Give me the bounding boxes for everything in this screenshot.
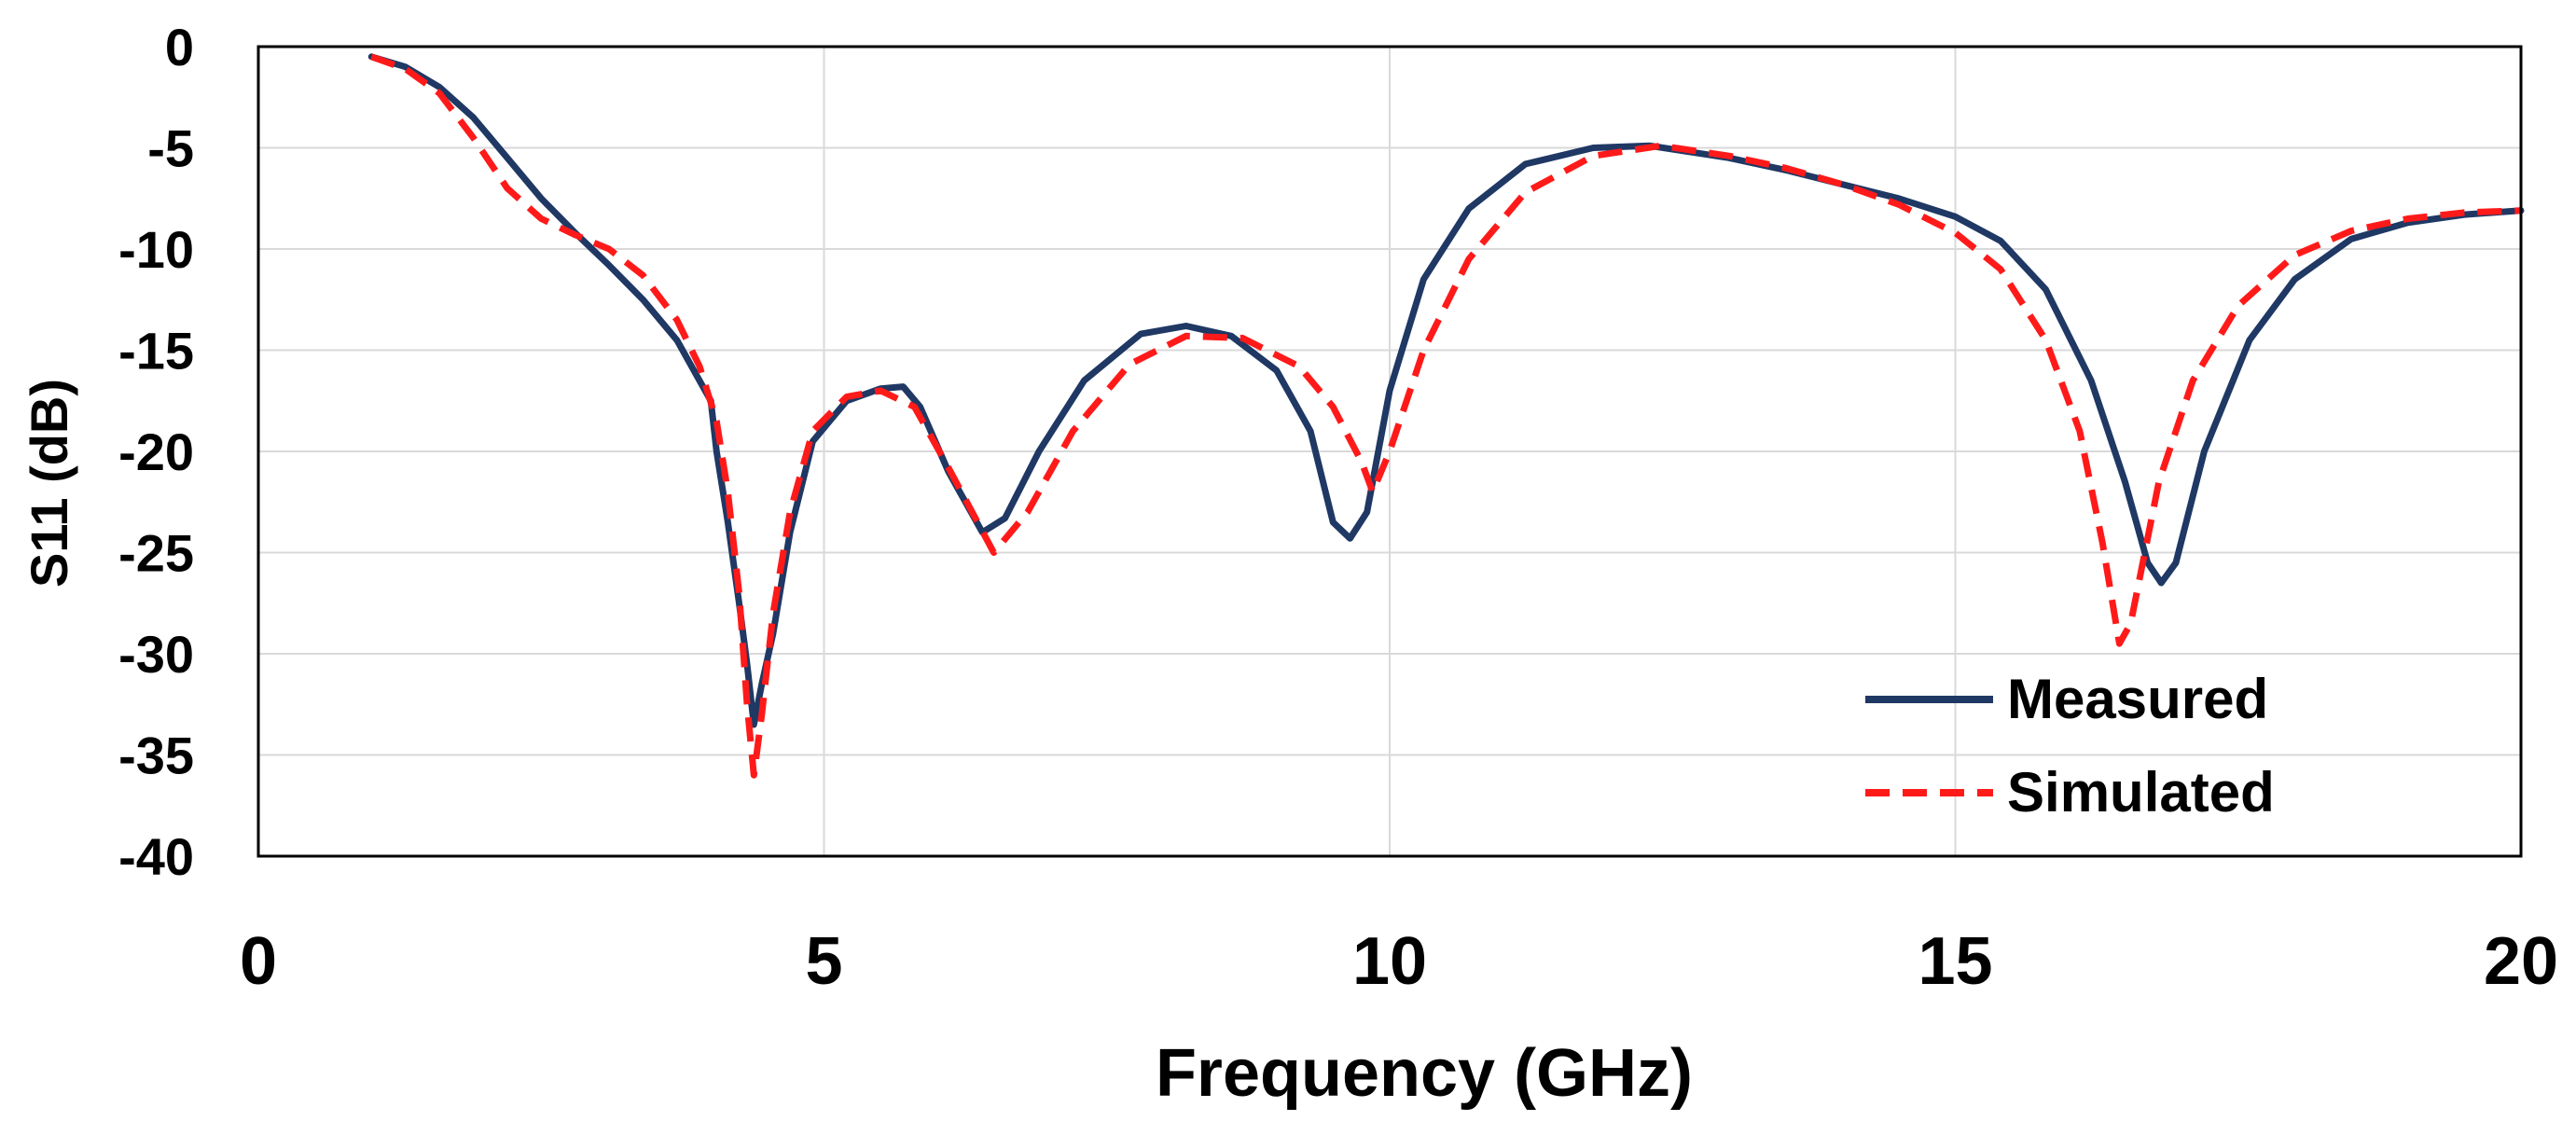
y-tick-label: -40 (118, 827, 194, 886)
y-tick-label: -35 (118, 727, 194, 785)
y-tick-label: -15 (118, 322, 194, 381)
legend-label-measured: Measured (2007, 668, 2268, 730)
legend-label-simulated: Simulated (2007, 761, 2275, 824)
y-tick-label: -30 (118, 625, 194, 684)
x-tick-label: 15 (1918, 924, 1992, 999)
x-tick-label: 0 (240, 924, 277, 999)
y-tick-label: 0 (165, 18, 194, 76)
y-axis-title: S11 (dB) (20, 379, 78, 588)
series-line-simulated (370, 53, 2522, 779)
x-axis-title: Frequency (GHz) (1156, 1036, 1693, 1111)
legend: Measured Simulated (1865, 668, 2275, 824)
y-tick-label: -20 (118, 422, 194, 481)
series-layer (367, 53, 2525, 779)
x-tick-label: 5 (805, 924, 842, 999)
y-tick-label: -10 (118, 220, 194, 279)
x-tick-label: 20 (2484, 924, 2558, 999)
y-tick-label: -5 (147, 119, 194, 178)
x-tick-label: 10 (1352, 924, 1427, 999)
y-axis-ticks: 0 -5 -10 -15 -20 -25 -30 -35 -40 (118, 18, 194, 886)
y-tick-label: -25 (118, 524, 194, 583)
x-axis-ticks: 0 5 10 15 20 (240, 924, 2558, 999)
plot-area-frame (256, 45, 2523, 858)
